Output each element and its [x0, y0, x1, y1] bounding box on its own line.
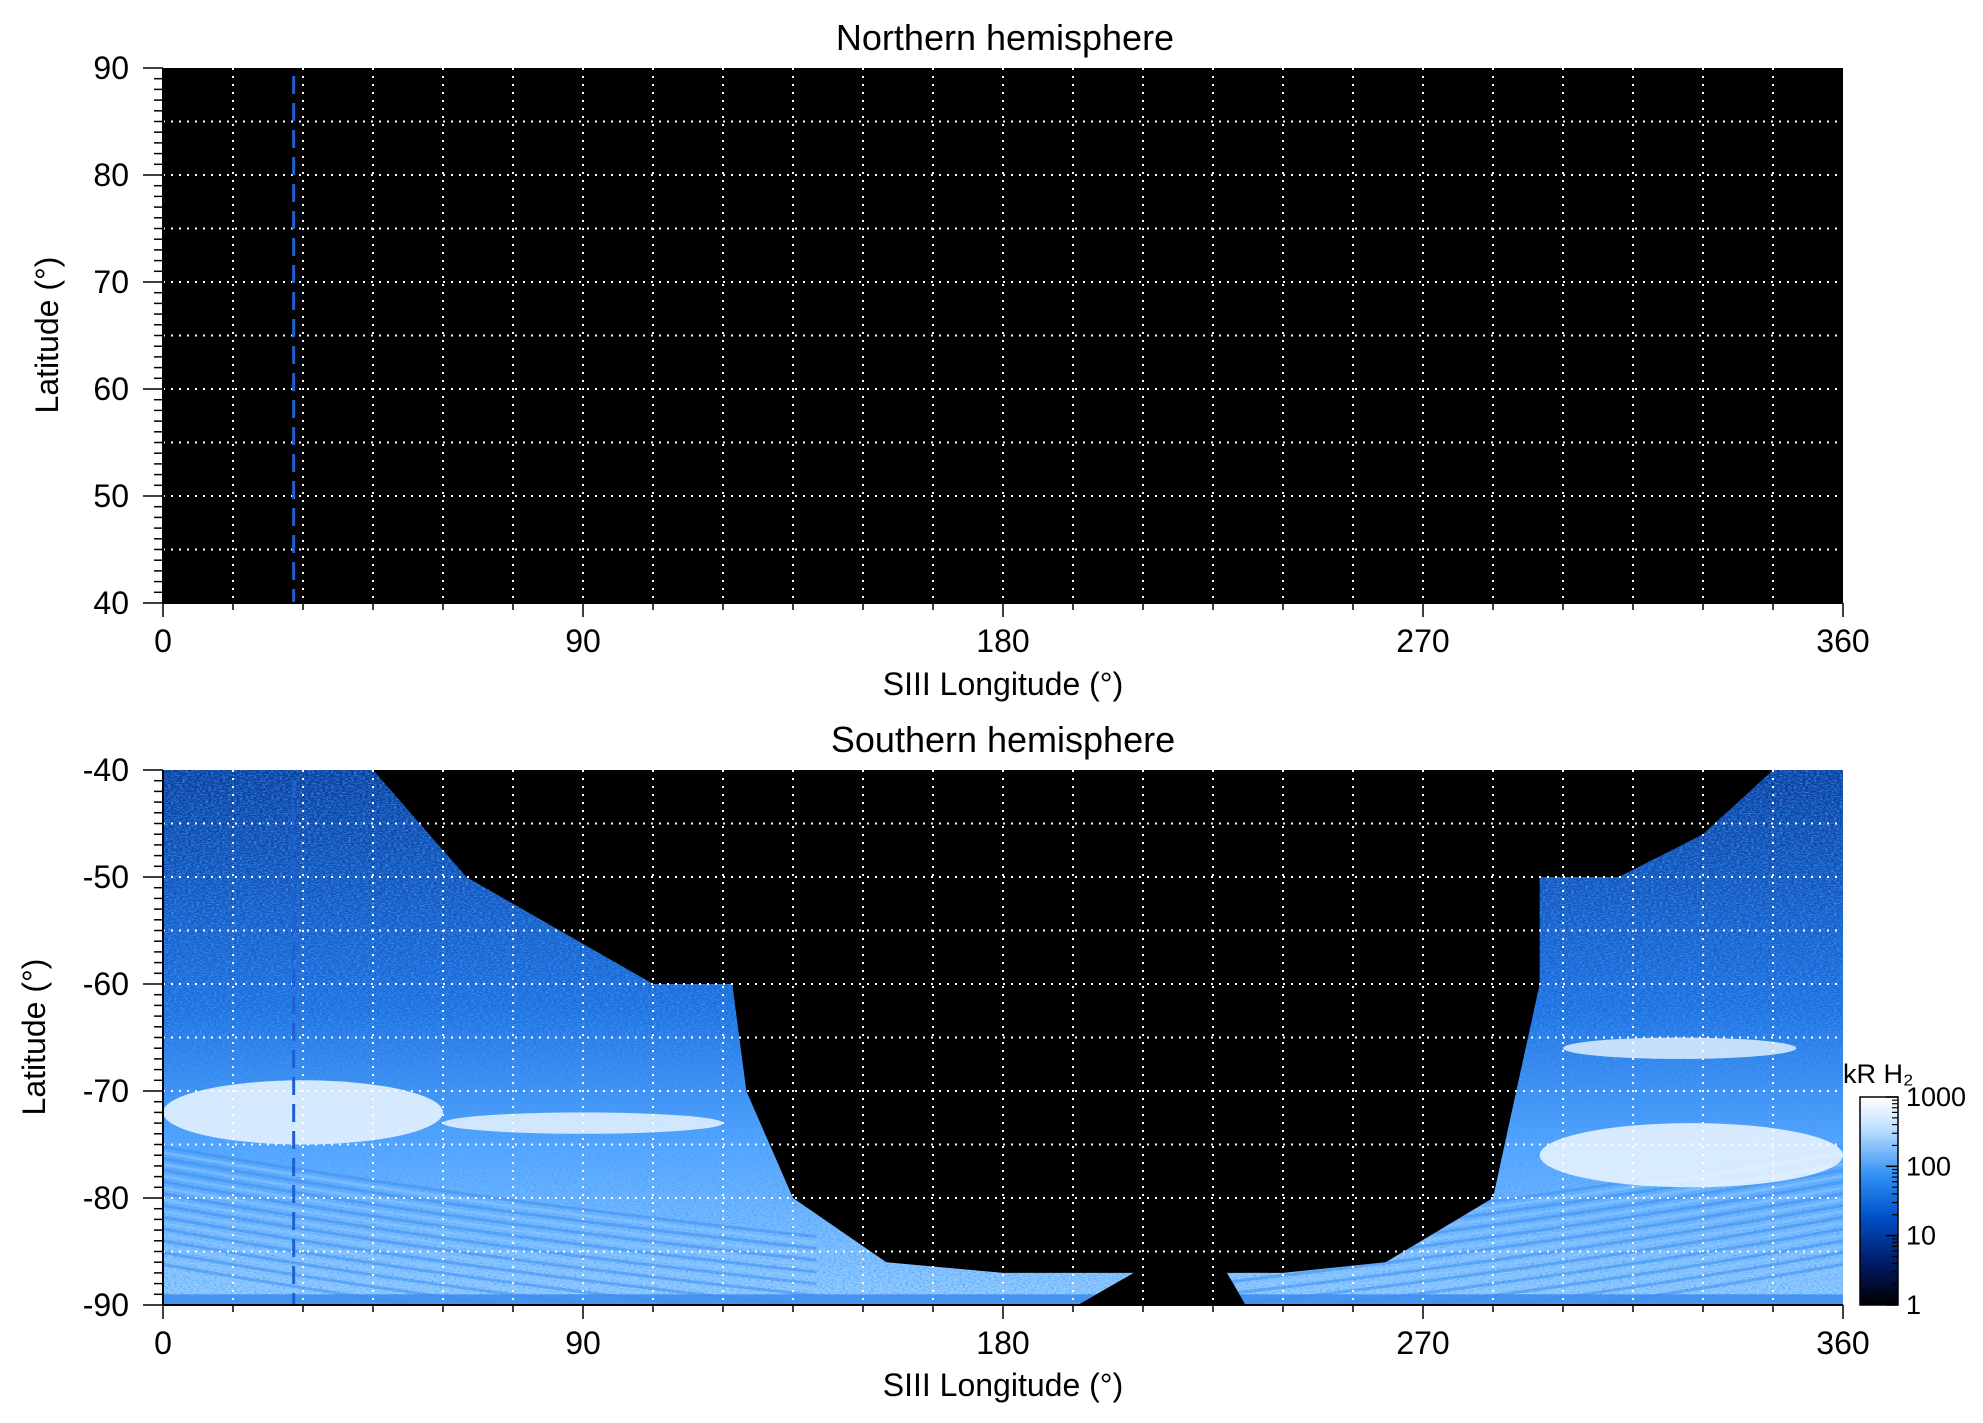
y-tick-label: 90: [93, 50, 129, 86]
emission-streak: [163, 1186, 817, 1280]
x-tick-label: 270: [1396, 1325, 1449, 1361]
emission-streak: [163, 1268, 817, 1305]
x-tick-label: 180: [976, 623, 1029, 659]
emission-streak: [163, 1245, 817, 1305]
y-tick-label: -50: [83, 859, 129, 895]
emission-streak: [1212, 1209, 1843, 1303]
x-tick-label: 90: [565, 1325, 601, 1361]
y-tick-label: -40: [83, 752, 129, 788]
y-tick-label: -80: [83, 1180, 129, 1216]
emission-streak: [1212, 1233, 1843, 1305]
panel-north: Northern hemisphere 90 80 70 60 50 40 0 90 180 27…: [29, 17, 1870, 702]
emission-streak: [163, 1239, 817, 1305]
y-tick-label: -60: [83, 966, 129, 1002]
x-tick-label: 0: [154, 623, 172, 659]
colorbar-tick-label: 100: [1906, 1151, 1951, 1181]
y-tick-label: 60: [93, 371, 129, 407]
emission-streak: [1212, 1198, 1843, 1292]
emission-streak: [163, 1198, 817, 1292]
emission-streak: [1212, 1256, 1843, 1305]
colorbar-tick-label: 1000: [1906, 1082, 1966, 1112]
emission-streak: [163, 1256, 817, 1305]
emission-streak: [1212, 1262, 1843, 1305]
x-tick-label: 0: [154, 1325, 172, 1361]
emission-streak: [1212, 1203, 1843, 1297]
colorbar-tick-label: 1: [1906, 1290, 1921, 1320]
panel-south: Southern hemisphere -40 -50 -60 -70 -80 -90 0 9…: [16, 719, 1870, 1403]
emission-streak: [163, 1162, 817, 1256]
panel-south-axes: -40 -50 -60 -70 -80 -90 0 90 180 270 360: [83, 752, 1870, 1361]
emission-streak: [163, 1151, 817, 1244]
x-tick-label: 360: [1816, 623, 1869, 659]
emission-streak: [1212, 1227, 1843, 1305]
colorbar-label: kR H₂: [1843, 1059, 1913, 1089]
emission-streak: [163, 1209, 817, 1303]
y-tick-label: -90: [83, 1287, 129, 1323]
emission-streak: [163, 1156, 817, 1250]
emission-streak: [1212, 1268, 1843, 1305]
colorbar-gradient: [1859, 1096, 1899, 1306]
panel-south-xlabel: SIII Longitude (°): [883, 1367, 1123, 1403]
emission-streak: [163, 1227, 817, 1305]
panel-north-xlabel: SIII Longitude (°): [883, 666, 1123, 702]
emission-streak: [1212, 1192, 1843, 1286]
emission-streak: [163, 1145, 817, 1239]
panel-north-ylabel: Latitude (°): [29, 257, 65, 414]
y-tick-label: 40: [93, 585, 129, 621]
y-tick-label: 80: [93, 157, 129, 193]
emission-streak: [163, 1192, 817, 1286]
colorbar-tick-label: 10: [1906, 1221, 1936, 1251]
emission-streak: [163, 1262, 817, 1305]
y-tick-label: 70: [93, 264, 129, 300]
emission-streak: [163, 1168, 817, 1262]
auroral-band-3: [1563, 1037, 1797, 1059]
colorbar: kR H₂ 1000 100 10 1: [1843, 1059, 1966, 1320]
emission-streak: [1212, 1245, 1843, 1305]
panel-south-grid: [163, 770, 1843, 1305]
x-tick-label: 180: [976, 1325, 1029, 1361]
panel-north-grid: [163, 68, 1843, 603]
x-tick-label: 270: [1396, 623, 1449, 659]
auroral-band-0: [163, 1080, 443, 1145]
emission-streak: [163, 1233, 817, 1305]
panel-north-title: Northern hemisphere: [836, 17, 1174, 58]
emission-streak: [1212, 1239, 1843, 1305]
emission-streak: [163, 1203, 817, 1297]
panel-south-ylabel: Latitude (°): [16, 959, 52, 1116]
panel-south-title: Southern hemisphere: [831, 719, 1175, 760]
emission-streak: [163, 1174, 817, 1268]
colorbar-ticks: 1000 100 10 1: [1886, 1082, 1966, 1320]
x-tick-label: 90: [565, 623, 601, 659]
x-tick-label: 360: [1816, 1325, 1869, 1361]
panel-north-axes: 90 80 70 60 50 40 0 90 180 270 360: [93, 50, 1869, 659]
auroral-band-2: [1539, 1123, 1843, 1188]
y-tick-label: -70: [83, 1073, 129, 1109]
y-tick-label: 50: [93, 478, 129, 514]
emission-streak: [163, 1180, 817, 1274]
